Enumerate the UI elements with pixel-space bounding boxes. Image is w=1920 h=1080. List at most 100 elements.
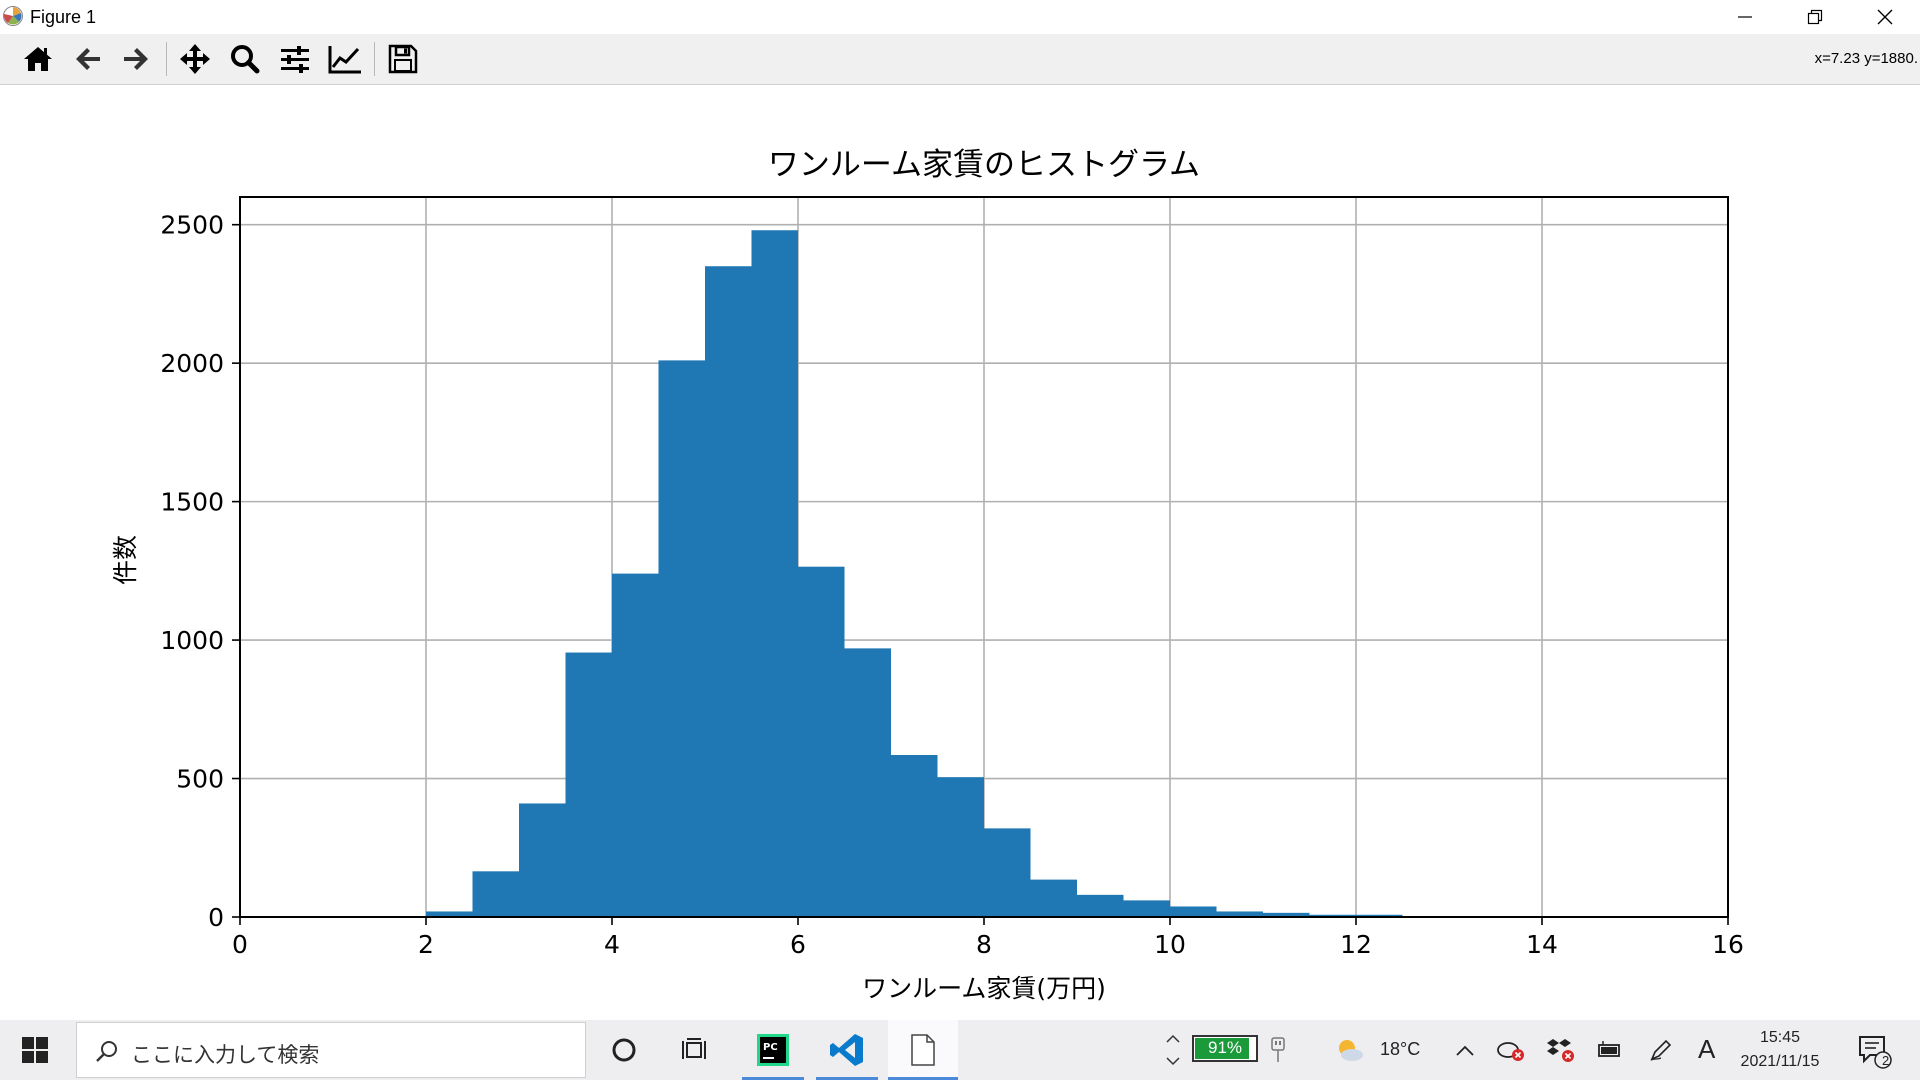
x-tick-label: 16 bbox=[1712, 930, 1744, 959]
pen-icon bbox=[1650, 1039, 1672, 1061]
histogram-bar bbox=[519, 803, 566, 917]
histogram-bar bbox=[984, 828, 1031, 917]
taskbar-app-document[interactable] bbox=[888, 1020, 958, 1080]
axes-line-icon bbox=[328, 46, 361, 74]
y-tick-label: 0 bbox=[208, 903, 224, 932]
x-tick-label: 10 bbox=[1154, 930, 1186, 959]
forward-button[interactable] bbox=[116, 40, 156, 78]
pan-move-icon bbox=[180, 44, 210, 74]
matplotlib-logo-icon bbox=[3, 6, 23, 26]
histogram-bar bbox=[472, 871, 519, 917]
tray-usb-icon-button[interactable] bbox=[1264, 1034, 1292, 1066]
histogram-bar bbox=[565, 652, 612, 917]
search-icon bbox=[96, 1041, 117, 1062]
edit-axes-button[interactable] bbox=[325, 40, 365, 78]
x-tick-label: 8 bbox=[976, 930, 992, 959]
usb-plug-icon bbox=[1271, 1037, 1285, 1062]
tray-scroll-arrows[interactable] bbox=[1160, 1024, 1186, 1076]
clock-time: 15:45 bbox=[1759, 1029, 1801, 1046]
window-titlebar[interactable]: Figure 1 bbox=[0, 0, 1920, 34]
x-axis-label: ワンルーム家賃(万円) bbox=[862, 974, 1106, 1003]
histogram-chart[interactable]: 0 2 4 6 8 10 12 14 16 0 500 1000 1500 2000 2500 ワンルーム家… bbox=[0, 85, 1920, 1020]
y-tick-label: 2000 bbox=[160, 349, 224, 378]
histogram-bar bbox=[751, 230, 798, 917]
taskbar-search-box[interactable]: ここに入力して検索 bbox=[76, 1022, 586, 1078]
windows-logo-icon bbox=[22, 1037, 48, 1063]
taskbar-app-vscode[interactable] bbox=[816, 1020, 878, 1080]
y-tick-label: 1000 bbox=[160, 626, 224, 655]
y-tick-label: 500 bbox=[176, 765, 224, 794]
subplots-sliders-icon bbox=[281, 46, 309, 73]
notification-count: 2 bbox=[1882, 1053, 1890, 1068]
task-view-icon bbox=[682, 1038, 706, 1059]
histogram-bar bbox=[1123, 900, 1170, 917]
dropbox-status-button[interactable] bbox=[1544, 1034, 1578, 1066]
battery-indicator[interactable]: 91% bbox=[1192, 1035, 1258, 1062]
x-tick-label: 6 bbox=[790, 930, 806, 959]
cursor-coordinates-readout: x=7.23 y=1880. bbox=[1814, 50, 1918, 67]
histogram-bar bbox=[1030, 879, 1077, 917]
zoom-magnifier-icon bbox=[231, 45, 260, 74]
home-icon bbox=[24, 47, 52, 71]
x-tick-label: 12 bbox=[1340, 930, 1372, 959]
figure-canvas[interactable]: 0 2 4 6 8 10 12 14 16 0 500 1000 1500 2000 2500 ワンルーム家… bbox=[0, 85, 1920, 1020]
close-icon bbox=[1877, 9, 1893, 25]
blank-document-icon bbox=[911, 1034, 935, 1066]
histogram-bar bbox=[426, 911, 473, 917]
back-arrow-icon bbox=[76, 48, 100, 70]
histogram-bar bbox=[798, 566, 845, 917]
notification-center-button[interactable]: 2 bbox=[1846, 1028, 1902, 1074]
back-button[interactable] bbox=[68, 40, 108, 78]
histogram-bar bbox=[1170, 906, 1217, 917]
x-tick-label: 14 bbox=[1526, 930, 1558, 959]
partly-sunny-icon bbox=[1339, 1040, 1363, 1061]
pen-workspace-button[interactable] bbox=[1644, 1034, 1678, 1066]
toolbar-separator bbox=[374, 42, 375, 76]
taskbar-clock[interactable]: 15:45 2021/11/15 bbox=[1724, 1026, 1836, 1074]
weather-widget-icon[interactable] bbox=[1334, 1034, 1366, 1066]
weather-temperature[interactable]: 18°C bbox=[1380, 1039, 1421, 1059]
chevron-up-icon bbox=[1166, 1034, 1180, 1043]
restore-button[interactable] bbox=[1780, 0, 1850, 34]
active-app-indicator bbox=[816, 1077, 878, 1080]
svg-text:PC: PC bbox=[763, 1042, 778, 1053]
y-axis-label: 件数 bbox=[111, 535, 140, 585]
histogram-bar bbox=[658, 360, 705, 917]
pycharm-icon: PC bbox=[757, 1034, 789, 1066]
onedrive-status-button[interactable] bbox=[1494, 1034, 1528, 1066]
minimize-icon bbox=[1738, 16, 1752, 18]
taskbar-app-pycharm[interactable]: PC bbox=[742, 1020, 804, 1080]
minimize-button[interactable] bbox=[1710, 0, 1780, 34]
show-hidden-icons-button[interactable] bbox=[1450, 1034, 1480, 1066]
cortana-button[interactable] bbox=[596, 1020, 652, 1080]
start-button[interactable] bbox=[0, 1020, 70, 1080]
notification-icon bbox=[1859, 1036, 1892, 1069]
histogram-bar bbox=[1356, 914, 1403, 917]
battery-fill bbox=[1195, 1038, 1250, 1059]
home-button[interactable] bbox=[18, 40, 58, 78]
clock-date: 2021/11/15 bbox=[1740, 1053, 1820, 1070]
y-tick-label: 1500 bbox=[160, 488, 224, 517]
pan-button[interactable] bbox=[175, 40, 215, 78]
vscode-icon bbox=[830, 1034, 863, 1066]
close-button[interactable] bbox=[1850, 0, 1920, 34]
histogram-bar bbox=[1216, 911, 1263, 917]
forward-arrow-icon bbox=[124, 48, 148, 70]
toolbar-separator bbox=[166, 42, 167, 76]
zoom-button[interactable] bbox=[225, 40, 265, 78]
power-status-button[interactable] bbox=[1592, 1034, 1626, 1066]
ime-mode-indicator[interactable]: A bbox=[1698, 1034, 1716, 1064]
histogram-bar bbox=[612, 573, 659, 917]
cortana-circle-icon bbox=[612, 1038, 636, 1062]
battery-percent: 91% bbox=[1207, 1038, 1243, 1057]
histogram-bar bbox=[705, 266, 752, 917]
chevron-up-icon bbox=[1456, 1045, 1474, 1056]
save-button[interactable] bbox=[383, 40, 423, 78]
configure-subplots-button[interactable] bbox=[275, 40, 315, 78]
cloud-error-icon bbox=[1497, 1042, 1524, 1061]
histogram-bar bbox=[1263, 912, 1310, 917]
task-view-button[interactable] bbox=[668, 1020, 724, 1080]
navigation-toolbar: x=7.23 y=1880. bbox=[0, 34, 1920, 85]
search-placeholder: ここに入力して検索 bbox=[131, 1043, 320, 1067]
dropbox-error-icon bbox=[1547, 1039, 1574, 1062]
